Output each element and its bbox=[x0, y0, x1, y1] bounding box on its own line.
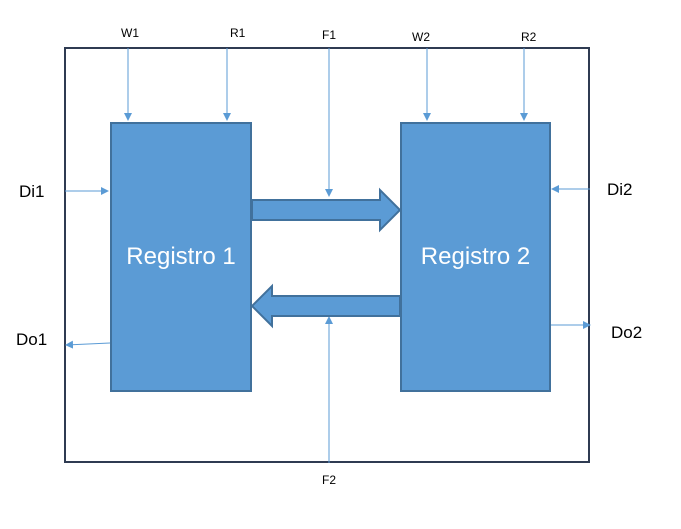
system-frame bbox=[64, 47, 590, 463]
f2-label: F2 bbox=[322, 473, 337, 487]
register-2-label: Registro 2 bbox=[420, 243, 531, 270]
transfer-arrow-left bbox=[250, 283, 401, 329]
f1-label: F1 bbox=[322, 28, 337, 42]
r1-label: R1 bbox=[230, 26, 246, 40]
do1-line bbox=[65, 340, 111, 349]
di1-label: Di1 bbox=[19, 182, 45, 201]
w1-label: W1 bbox=[121, 26, 139, 40]
r2-label: R2 bbox=[521, 30, 537, 44]
do2-label: Do2 bbox=[611, 323, 643, 342]
register-1-label: Registro 1 bbox=[126, 243, 236, 270]
transfer-arrow-right bbox=[251, 187, 402, 233]
do1-label: Do1 bbox=[16, 330, 48, 349]
register-1-block: Registro 1 bbox=[110, 122, 252, 392]
di2-label: Di2 bbox=[607, 180, 633, 199]
w2-label: W2 bbox=[412, 30, 430, 44]
register-2-block: Registro 2 bbox=[400, 122, 551, 392]
